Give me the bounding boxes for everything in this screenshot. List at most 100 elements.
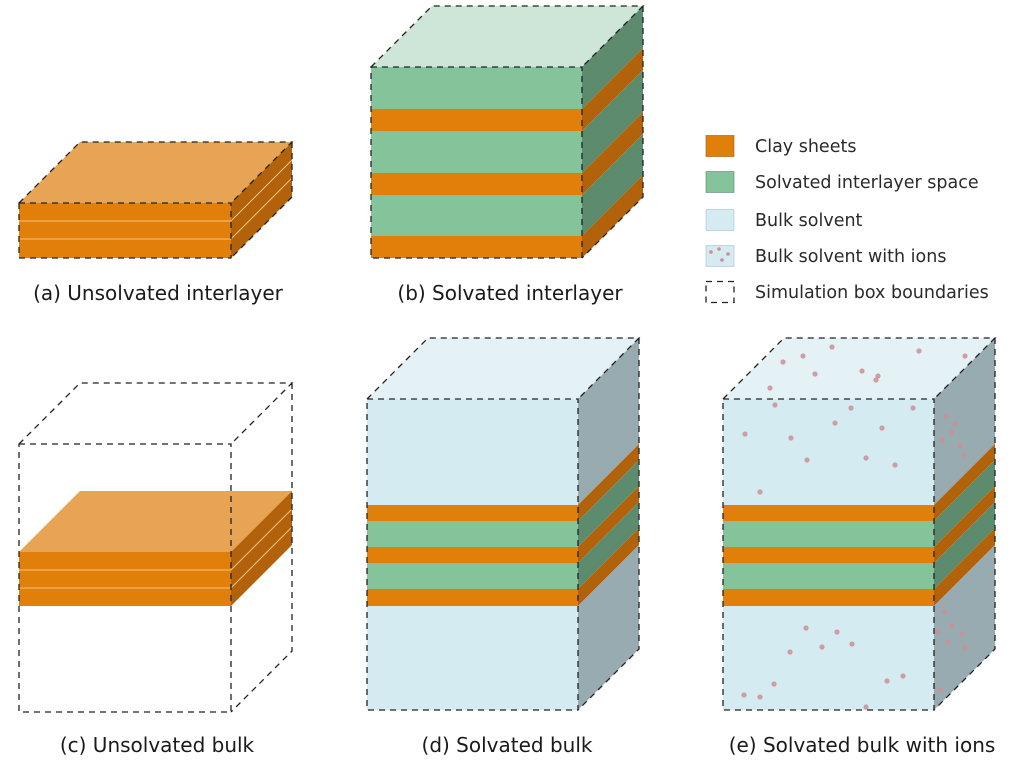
- ion-41: [959, 631, 965, 637]
- layer-2-side: [578, 460, 639, 547]
- ion-30: [849, 641, 855, 647]
- layer-3-side: [578, 486, 639, 563]
- legend-ion-3: [726, 252, 730, 256]
- legend-swatch-bulk: [705, 209, 735, 231]
- layer-6-side: [578, 545, 639, 710]
- legend: Clay sheets Solvated interlayer space Bulk…: [705, 135, 989, 304]
- ion-2: [829, 344, 835, 350]
- layer-2-front: [723, 521, 934, 547]
- layer-6-side: [934, 545, 995, 710]
- ion-36: [900, 673, 906, 679]
- layer-0-side: [578, 338, 639, 505]
- ion-28: [819, 644, 825, 650]
- ion-27: [803, 625, 809, 631]
- ion-5: [916, 348, 922, 354]
- legend-item-ions: Bulk solvent with ions: [705, 245, 946, 267]
- legend-label-dashed: Simulation box boundaries: [755, 283, 989, 303]
- simulation-box: [366, 337, 641, 711]
- layer-1-front: [371, 109, 582, 131]
- layer-3-side: [934, 486, 995, 563]
- layer-0-front: [371, 67, 582, 109]
- ion-22: [949, 429, 955, 435]
- ion-8: [812, 371, 818, 377]
- legend-swatch-dashed: [705, 280, 735, 304]
- ion-12: [788, 435, 794, 441]
- layer-3-side: [582, 112, 643, 195]
- clay-top-face: [19, 491, 292, 552]
- legend-item-dashed: Simulation box boundaries: [705, 280, 989, 304]
- layer-4-front: [371, 195, 582, 236]
- legend-ion-0: [709, 250, 713, 254]
- caption-a: (a) Unsolvated interlayer: [33, 281, 284, 305]
- ion-3: [859, 368, 865, 374]
- caption-b: (b) Solvated interlayer: [397, 281, 623, 305]
- ion-4: [873, 377, 879, 383]
- legend-label-solvated: Solvated interlayer space: [755, 173, 979, 193]
- layer-4-front: [367, 563, 578, 589]
- layer-0-side: [934, 338, 995, 505]
- legend-swatch-clay: [705, 135, 735, 157]
- layer-2-front: [367, 521, 578, 547]
- layer-0-side: [582, 6, 643, 109]
- ion-18: [892, 462, 898, 468]
- layer-5-front: [723, 589, 934, 606]
- caption-e: (e) Solvated bulk with ions: [729, 733, 996, 757]
- layer-4-side: [578, 502, 639, 589]
- layer-1-side: [582, 48, 643, 131]
- bulk-top-face: [723, 338, 995, 399]
- legend-item-solvated: Solvated interlayer space: [705, 171, 979, 193]
- panel-b-solvated-interlayer: [370, 5, 645, 259]
- ion-33: [757, 694, 763, 700]
- layer-5-side: [578, 528, 639, 606]
- ion-31: [787, 649, 793, 655]
- clay-stack-side: [231, 491, 292, 606]
- panel-a-unsolvated-interlayer: [18, 141, 294, 259]
- ion-6: [962, 353, 968, 359]
- ion-19: [910, 405, 916, 411]
- layer-3-front: [723, 547, 934, 563]
- legend-label-clay: Clay sheets: [755, 137, 856, 157]
- legend-swatch-solvated: [705, 171, 735, 193]
- ion-25: [952, 421, 958, 427]
- layer-6-front: [723, 606, 934, 710]
- simulation-box: [370, 5, 645, 259]
- layer-3-front: [371, 173, 582, 195]
- ion-20: [757, 489, 763, 495]
- ion-42: [945, 639, 951, 645]
- ion-29: [834, 629, 840, 635]
- layer-1-front: [723, 505, 934, 521]
- layer-5-side: [582, 175, 643, 258]
- layer-2-side: [934, 460, 995, 547]
- ion-7: [767, 385, 773, 391]
- layer-2-front: [371, 131, 582, 173]
- ion-40: [935, 629, 941, 635]
- solvated-top-face: [371, 6, 643, 67]
- bulk-top-face: [367, 338, 639, 399]
- layer-3-front: [367, 547, 578, 563]
- legend-ion-1: [717, 247, 721, 251]
- legend-label-bulk: Bulk solvent: [755, 211, 863, 231]
- ion-11: [772, 402, 778, 408]
- layer-1-side: [934, 444, 995, 521]
- layer-2-side: [582, 70, 643, 173]
- layer-1-front: [367, 505, 578, 521]
- clay-stack-side: [231, 142, 292, 258]
- ion-16: [879, 425, 885, 431]
- clay-stack-front: [19, 552, 231, 606]
- ion-32: [741, 692, 747, 698]
- ion-26: [961, 452, 967, 458]
- legend-item-clay: Clay sheets: [705, 135, 856, 157]
- ion-34: [771, 681, 777, 687]
- ion-15: [848, 405, 854, 411]
- ion-35: [884, 678, 890, 684]
- ion-38: [942, 609, 948, 615]
- simulation-box: [18, 382, 294, 713]
- layer-4-side: [582, 134, 643, 236]
- ion-1: [800, 353, 806, 359]
- layer-5-front: [371, 236, 582, 258]
- caption-d: (d) Solvated bulk: [422, 733, 593, 757]
- legend-ion-2: [720, 258, 724, 262]
- layer-0-front: [723, 399, 934, 505]
- panel-d-solvated-bulk: [366, 337, 641, 711]
